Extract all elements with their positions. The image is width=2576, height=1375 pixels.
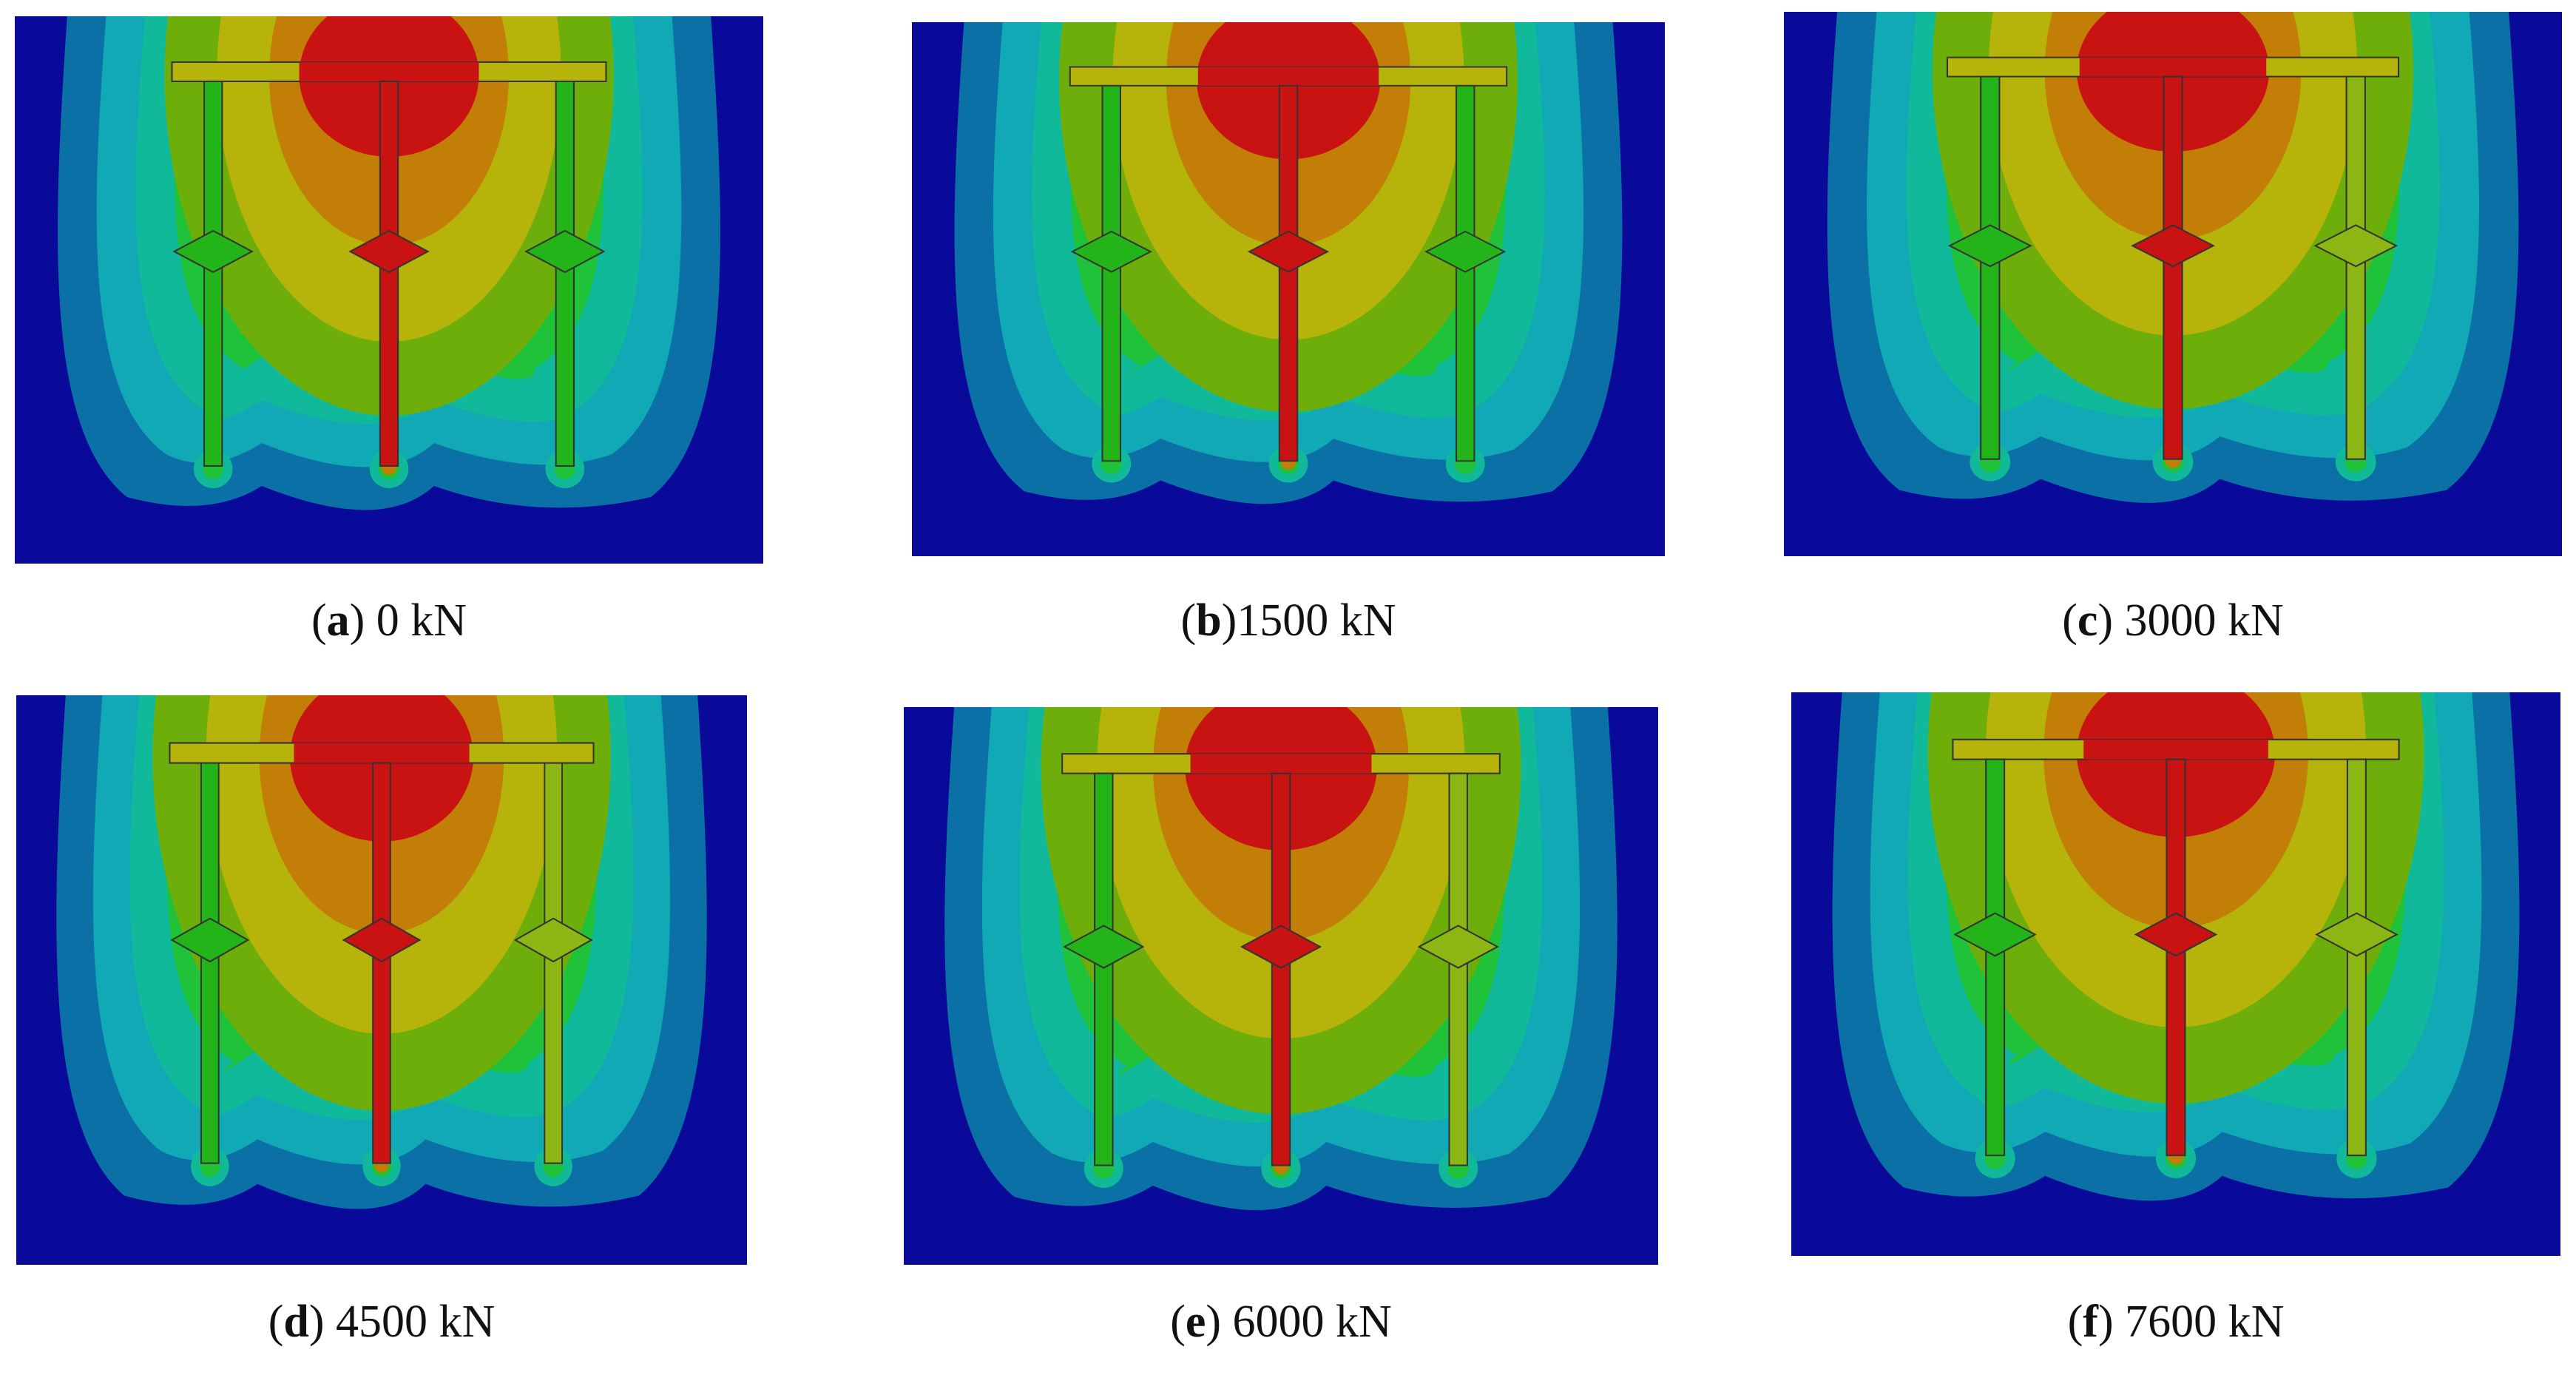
pile-cap-hot-zone xyxy=(294,743,470,763)
right-pile xyxy=(1448,772,1468,1166)
caption-letter: d xyxy=(283,1297,309,1347)
center-pile xyxy=(2166,758,2186,1157)
pile-cap-hot-zone xyxy=(2079,57,2267,77)
left-pile-enlarged-section xyxy=(1070,230,1152,273)
pile-cap-hot-zone xyxy=(2083,739,2268,760)
contour-plot-a xyxy=(15,16,763,564)
pile-cap-hot-zone xyxy=(1190,754,1372,774)
contour-group xyxy=(1791,692,2560,1256)
contour-plot-b xyxy=(912,22,1665,556)
left-pile-enlarged-section xyxy=(1947,224,2032,268)
left-pile xyxy=(203,81,223,467)
caption-c: (c) 3000 kN xyxy=(2062,595,2284,646)
caption-load: 3000 kN xyxy=(2124,595,2284,646)
center-pile-enlarged-section xyxy=(2131,224,2215,268)
panel-b: (b)1500 kN xyxy=(912,22,1665,646)
right-pile-enlarged-section xyxy=(2313,224,2398,268)
right-pile xyxy=(555,81,575,467)
contour-plot-d xyxy=(16,695,747,1265)
center-pile-enlarged-section xyxy=(1247,230,1330,273)
caption-load: 1500 kN xyxy=(1237,595,1396,646)
caption-load: 7600 kN xyxy=(2125,1297,2285,1347)
caption-e: (e) 6000 kN xyxy=(1170,1297,1392,1347)
contour-group xyxy=(16,695,747,1265)
right-pile-enlarged-section xyxy=(1417,925,1499,969)
right-pile xyxy=(1455,84,1475,462)
right-pile-enlarged-section xyxy=(524,229,606,274)
panel-c: (c) 3000 kN xyxy=(1784,12,2562,646)
center-pile-enlarged-section xyxy=(2134,912,2218,957)
center-pile-enlarged-section xyxy=(1240,925,1322,969)
panel-f: (f) 7600 kN xyxy=(1791,692,2560,1347)
panel-e: (e) 6000 kN xyxy=(904,707,1658,1347)
left-pile xyxy=(1094,772,1114,1166)
caption-letter: a xyxy=(326,595,350,646)
caption-letter: f xyxy=(2083,1297,2098,1347)
center-pile xyxy=(1278,84,1299,462)
left-pile xyxy=(200,762,220,1164)
contour-plot-f xyxy=(1791,692,2560,1256)
center-pile xyxy=(1271,772,1291,1166)
caption-f: (f) 7600 kN xyxy=(2067,1297,2285,1347)
center-pile xyxy=(2163,75,2183,460)
left-pile-enlarged-section xyxy=(1953,912,2037,957)
caption-letter: b xyxy=(1196,595,1222,646)
center-pile xyxy=(379,81,399,467)
panel-d: (d) 4500 kN xyxy=(16,695,747,1347)
pile-cap-hot-zone xyxy=(1197,67,1379,86)
right-pile xyxy=(544,762,564,1164)
panel-a: (a) 0 kN xyxy=(15,16,763,646)
contour-group xyxy=(912,22,1665,556)
left-pile xyxy=(1101,84,1122,462)
center-pile xyxy=(372,762,391,1164)
left-pile-enlarged-section xyxy=(1063,925,1145,969)
left-pile-enlarged-section xyxy=(172,229,254,274)
caption-d: (d) 4500 kN xyxy=(268,1297,496,1347)
pile-cap-hot-zone xyxy=(299,62,479,81)
contour-plot-c xyxy=(1784,12,2562,556)
left-pile-enlarged-section xyxy=(170,917,250,963)
caption-letter: e xyxy=(1185,1297,1206,1347)
center-pile-enlarged-section xyxy=(342,917,422,963)
right-pile xyxy=(2346,758,2367,1157)
right-pile-enlarged-section xyxy=(1424,230,1507,273)
caption-load: 6000 kN xyxy=(1232,1297,1392,1347)
contour-group xyxy=(15,16,763,564)
caption-letter: c xyxy=(2077,595,2098,646)
contour-group xyxy=(1784,12,2562,556)
caption-load: 4500 kN xyxy=(336,1297,496,1347)
left-pile xyxy=(1980,75,2001,460)
right-pile-enlarged-section xyxy=(2315,912,2398,957)
contour-plot-e xyxy=(904,707,1658,1265)
right-pile-enlarged-section xyxy=(513,917,593,963)
right-pile xyxy=(2345,75,2366,460)
left-pile xyxy=(1985,758,2006,1157)
center-pile-enlarged-section xyxy=(348,229,430,274)
caption-b: (b)1500 kN xyxy=(1180,595,1396,646)
contour-group xyxy=(904,707,1658,1265)
caption-load: 0 kN xyxy=(376,595,467,646)
caption-a: (a) 0 kN xyxy=(311,595,467,646)
